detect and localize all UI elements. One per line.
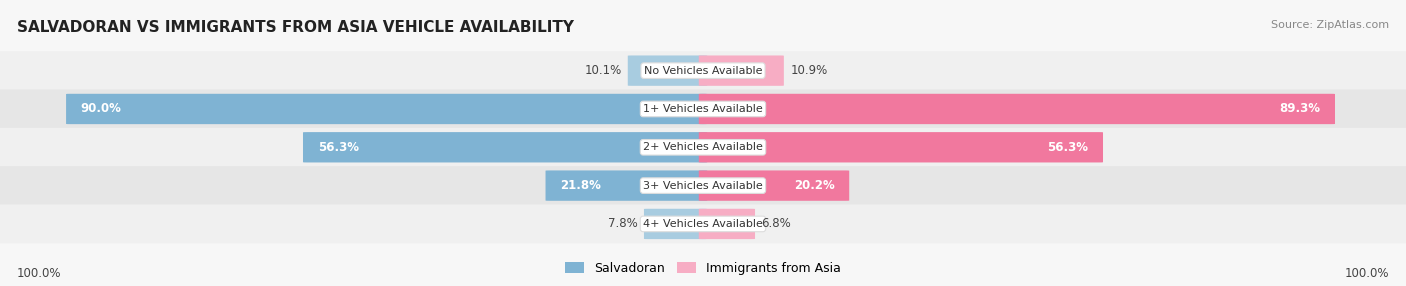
FancyBboxPatch shape <box>699 94 1336 124</box>
Text: 100.0%: 100.0% <box>17 267 62 280</box>
FancyBboxPatch shape <box>699 170 849 201</box>
FancyBboxPatch shape <box>627 55 707 86</box>
FancyBboxPatch shape <box>0 90 1406 128</box>
Text: 20.2%: 20.2% <box>794 179 835 192</box>
FancyBboxPatch shape <box>0 204 1406 243</box>
Text: 100.0%: 100.0% <box>1344 267 1389 280</box>
Text: 6.8%: 6.8% <box>762 217 792 231</box>
Text: 89.3%: 89.3% <box>1279 102 1320 116</box>
Text: 90.0%: 90.0% <box>82 102 122 116</box>
FancyBboxPatch shape <box>66 94 707 124</box>
Text: 56.3%: 56.3% <box>318 141 359 154</box>
FancyBboxPatch shape <box>0 166 1406 205</box>
FancyBboxPatch shape <box>699 132 1104 162</box>
Text: SALVADORAN VS IMMIGRANTS FROM ASIA VEHICLE AVAILABILITY: SALVADORAN VS IMMIGRANTS FROM ASIA VEHIC… <box>17 20 574 35</box>
FancyBboxPatch shape <box>699 55 785 86</box>
Text: 56.3%: 56.3% <box>1047 141 1088 154</box>
Text: 10.1%: 10.1% <box>585 64 621 77</box>
Text: 10.9%: 10.9% <box>790 64 827 77</box>
Text: 7.8%: 7.8% <box>607 217 638 231</box>
Text: 1+ Vehicles Available: 1+ Vehicles Available <box>643 104 763 114</box>
FancyBboxPatch shape <box>304 132 707 162</box>
Text: 4+ Vehicles Available: 4+ Vehicles Available <box>643 219 763 229</box>
FancyBboxPatch shape <box>644 209 707 239</box>
FancyBboxPatch shape <box>699 209 755 239</box>
Text: Source: ZipAtlas.com: Source: ZipAtlas.com <box>1271 20 1389 30</box>
Text: 2+ Vehicles Available: 2+ Vehicles Available <box>643 142 763 152</box>
FancyBboxPatch shape <box>0 128 1406 167</box>
FancyBboxPatch shape <box>546 170 707 201</box>
Text: No Vehicles Available: No Vehicles Available <box>644 66 762 76</box>
Text: 3+ Vehicles Available: 3+ Vehicles Available <box>643 181 763 190</box>
FancyBboxPatch shape <box>0 51 1406 90</box>
Legend: Salvadoran, Immigrants from Asia: Salvadoran, Immigrants from Asia <box>560 257 846 280</box>
Text: 21.8%: 21.8% <box>560 179 602 192</box>
